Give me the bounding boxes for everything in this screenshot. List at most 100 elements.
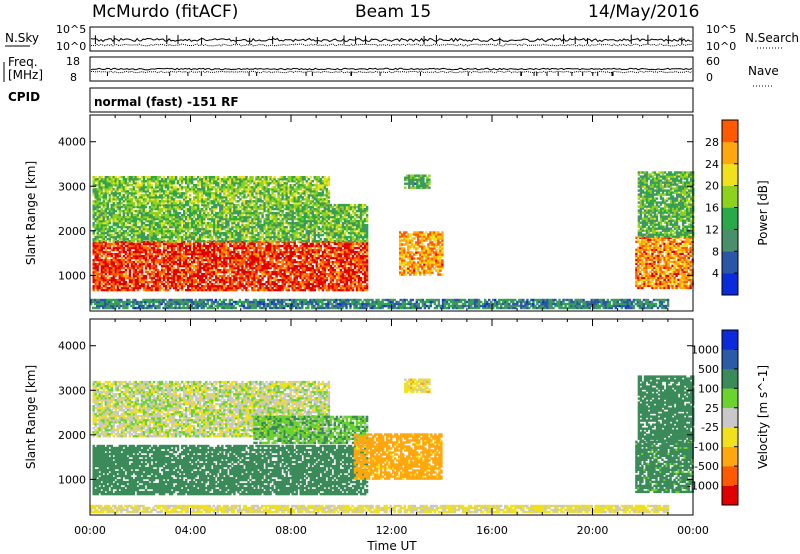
heatmap-cell	[201, 278, 204, 282]
heatmap-cell	[241, 272, 244, 276]
heatmap-cell	[118, 266, 121, 270]
heatmap-cell	[183, 280, 186, 284]
heatmap-cell	[227, 256, 230, 260]
heatmap-cell	[273, 268, 276, 272]
heatmap-cell	[205, 288, 208, 292]
heatmap-cell	[259, 280, 262, 284]
heatmap-cell	[241, 266, 244, 270]
heatmap-cell	[134, 256, 138, 260]
heatmap-cell	[128, 252, 132, 256]
heatmap-cell	[217, 248, 220, 252]
heatmap-cell	[299, 244, 302, 248]
heatmap-cell	[195, 264, 198, 268]
heatmap-cell	[225, 270, 228, 274]
heatmap-cell	[227, 288, 230, 292]
heatmap-cell	[193, 260, 196, 264]
heatmap-cell	[261, 254, 264, 258]
heatmap-cell	[144, 254, 148, 258]
heatmap-cell	[195, 280, 198, 284]
heatmap-cell	[92, 270, 95, 274]
heatmap-cell	[235, 272, 238, 276]
heatmap-cell	[98, 272, 101, 276]
heatmap-cell	[205, 258, 208, 262]
heatmap-cell	[257, 266, 260, 270]
heatmap-cell	[197, 246, 200, 250]
heatmap-cell	[114, 288, 117, 292]
heatmap-cell	[176, 250, 180, 254]
heatmap-cell	[223, 266, 226, 270]
heatmap-cell	[197, 264, 200, 268]
heatmap-cell	[96, 256, 99, 260]
heatmap-cell	[247, 264, 250, 268]
heatmap-cell	[189, 276, 192, 280]
heatmap-cell	[207, 270, 210, 274]
heatmap-cell	[112, 256, 115, 260]
heatmap-cell	[225, 278, 228, 282]
heatmap-cell	[100, 270, 103, 274]
heatmap-cell	[275, 288, 278, 292]
heatmap-cell	[116, 266, 119, 270]
heatmap-cell	[217, 274, 220, 278]
heatmap-cell	[191, 262, 194, 266]
heatmap-cell	[118, 260, 121, 264]
heatmap-cell	[197, 248, 200, 252]
heatmap-cell	[166, 278, 170, 282]
heatmap-cell	[102, 276, 105, 280]
heatmap-cell	[124, 244, 128, 248]
heatmap-cell	[193, 254, 196, 258]
heatmap-cell	[295, 244, 298, 248]
heatmap-cell	[271, 242, 274, 246]
heatmap-cell	[166, 280, 170, 284]
heatmap-cell	[243, 262, 246, 266]
heatmap-cell	[150, 284, 154, 288]
heatmap-cell	[114, 278, 117, 282]
heatmap-cell	[181, 254, 184, 258]
heatmap-cell	[215, 288, 218, 292]
heatmap-cell	[259, 262, 262, 266]
heatmap-cell	[191, 274, 194, 278]
heatmap-cell	[239, 278, 242, 282]
heatmap-cell	[178, 254, 182, 258]
heatmap-cell	[168, 266, 172, 270]
heatmap-cell	[191, 286, 194, 290]
heatmap-cell	[154, 264, 158, 268]
heatmap-cell	[124, 274, 128, 278]
heatmap-cell	[122, 258, 126, 262]
heatmap-cell	[245, 270, 248, 274]
heatmap-cell	[106, 250, 109, 254]
heatmap-cell	[221, 252, 224, 256]
heatmap-cell	[253, 276, 256, 280]
heatmap-cell	[108, 270, 111, 274]
heatmap-cell	[265, 288, 268, 292]
heatmap-cell	[223, 286, 226, 290]
heatmap-cell	[136, 276, 140, 280]
heatmap-cell	[207, 278, 210, 282]
freq-traces	[90, 67, 693, 76]
heatmap-cell	[146, 284, 150, 288]
heatmap-cell	[122, 276, 126, 280]
heatmap-cell	[172, 274, 176, 278]
heatmap-cell	[241, 278, 244, 282]
heatmap-cell	[120, 278, 124, 282]
heatmap-cell	[124, 260, 128, 264]
heatmap-cell	[94, 280, 97, 284]
date-title: 14/May/2016	[588, 2, 700, 22]
heatmap-cell	[162, 272, 166, 276]
heatmap-cell	[259, 254, 262, 258]
heatmap-cell	[255, 288, 258, 292]
heatmap-cell	[197, 276, 200, 280]
heatmap-cell	[199, 254, 202, 258]
heatmap-cell	[239, 244, 242, 248]
heatmap-cell	[221, 242, 224, 246]
heatmap-cell	[178, 256, 182, 260]
heatmap-cell	[279, 213, 282, 217]
heatmap-cell	[219, 260, 222, 264]
heatmap-cell	[106, 266, 109, 270]
heatmap-cell	[100, 248, 103, 252]
heatmap-cell	[96, 286, 99, 290]
heatmap-cell	[227, 250, 230, 254]
heatmap-cell	[189, 244, 192, 248]
heatmap-cell	[203, 264, 206, 268]
heatmap-cell	[235, 274, 238, 278]
heatmap-cell	[191, 250, 194, 254]
